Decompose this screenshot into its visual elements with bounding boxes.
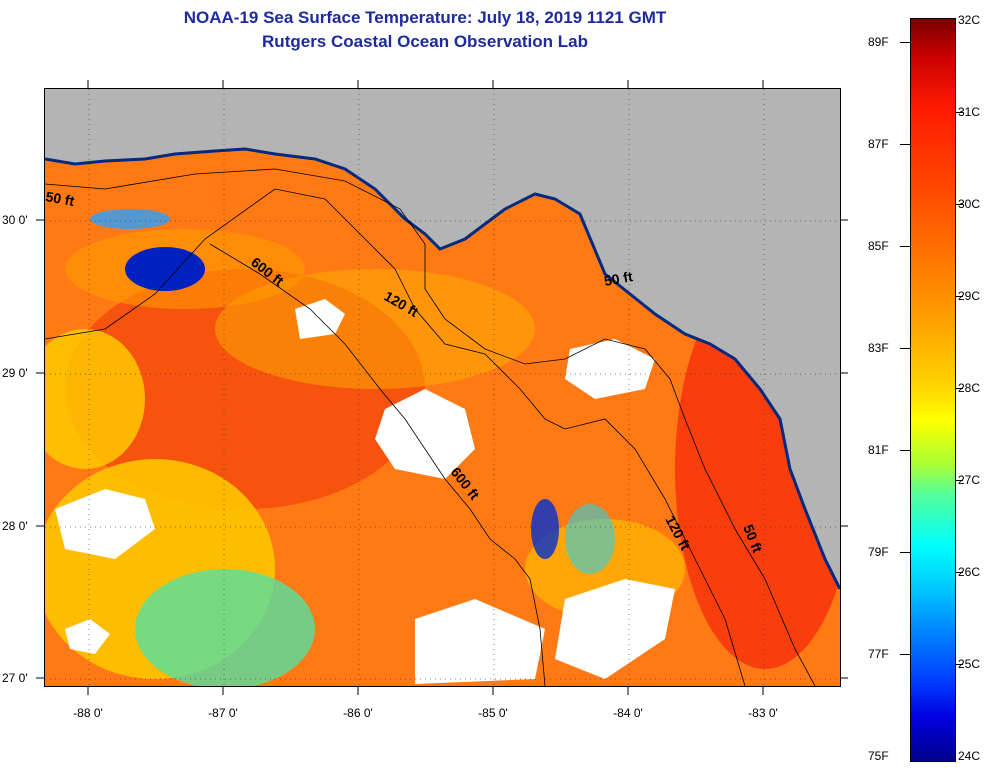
latitude-label: 29 0': [2, 366, 28, 380]
colorbar-celsius-label: 31C: [958, 105, 981, 119]
colorbar-fahrenheit-label: 75F: [868, 749, 889, 763]
map-subtitle: Rutgers Coastal Ocean Observation Lab: [262, 32, 588, 51]
contour-120ft: [45, 188, 746, 686]
colorbar-fahrenheit-label: 87F: [868, 137, 889, 151]
colorbar-celsius-label: 29C: [958, 289, 981, 303]
longitude-label: -85 0': [478, 706, 508, 720]
colorbar-tick: [900, 552, 910, 553]
colorbar-tick: [955, 388, 963, 389]
temperature-colorbar: [910, 18, 956, 762]
contour-600ft: [209, 243, 546, 686]
cloud-patch: [555, 579, 675, 679]
cool-water-patch: [135, 569, 315, 686]
cold-water-patch: [90, 209, 170, 229]
colorbar-tick: [900, 42, 910, 43]
longitude-label: -86 0': [343, 706, 373, 720]
map-title: NOAA-19 Sea Surface Temperature: July 18…: [183, 8, 667, 27]
cold-water-patch: [531, 499, 559, 559]
colorbar-fahrenheit-label: 85F: [868, 239, 889, 253]
colorbar-fahrenheit-label: 77F: [868, 647, 889, 661]
contour-label: 50 ft: [603, 268, 634, 289]
colorbar-celsius-label: 26C: [958, 565, 981, 579]
cold-water-patch: [565, 504, 615, 574]
mild-water-patch: [45, 329, 145, 469]
cloud-patch: [415, 599, 545, 684]
coastline: [45, 147, 840, 590]
cloud-patch: [565, 339, 655, 399]
colorbar-fahrenheit-label: 81F: [868, 443, 889, 457]
colorbar-celsius-label: 24C: [958, 749, 981, 763]
sst-map-graphic: 50 ft 600 ft 120 ft 50 ft 600 ft 120 ft …: [45, 89, 840, 686]
cold-water-patch: [125, 247, 205, 291]
cloud-patch: [375, 389, 475, 479]
colorbar-tick: [955, 480, 963, 481]
longitude-label: -88 0': [73, 706, 103, 720]
colorbar-fahrenheit-label: 83F: [868, 341, 889, 355]
cloud-patch: [65, 619, 110, 654]
colorbar-tick: [955, 664, 963, 665]
colorbar-tick: [900, 450, 910, 451]
longitude-label: -83 0': [748, 706, 778, 720]
longitude-label: -84 0': [613, 706, 643, 720]
cloud-patch: [55, 489, 155, 559]
colorbar-tick: [900, 654, 910, 655]
latitude-label: 30 0': [2, 213, 28, 227]
colorbar-tick: [955, 572, 963, 573]
latitude-label: 27 0': [2, 671, 28, 685]
contour-50ft: [45, 168, 816, 686]
land-mass: [45, 89, 840, 589]
colorbar-tick: [900, 144, 910, 145]
colorbar-tick: [900, 246, 910, 247]
colorbar-celsius-label: 30C: [958, 197, 981, 211]
colorbar-celsius-label: 28C: [958, 381, 981, 395]
contour-label: 50 ft: [45, 188, 76, 209]
longitude-label: -87 0': [208, 706, 238, 720]
colorbar-fahrenheit-label: 89F: [868, 35, 889, 49]
colorbar-tick: [955, 204, 963, 205]
colorbar-celsius-label: 27C: [958, 473, 981, 487]
colorbar-tick: [900, 348, 910, 349]
sst-map: 50 ft 600 ft 120 ft 50 ft 600 ft 120 ft …: [44, 88, 841, 687]
latitude-label: 28 0': [2, 519, 28, 533]
colorbar-fahrenheit-label: 79F: [868, 545, 889, 559]
colorbar-celsius-label: 32C: [958, 13, 981, 27]
colorbar-tick: [955, 112, 963, 113]
mild-water-patch: [215, 269, 535, 389]
colorbar-celsius-label: 25C: [958, 657, 981, 671]
colorbar-tick: [955, 296, 963, 297]
